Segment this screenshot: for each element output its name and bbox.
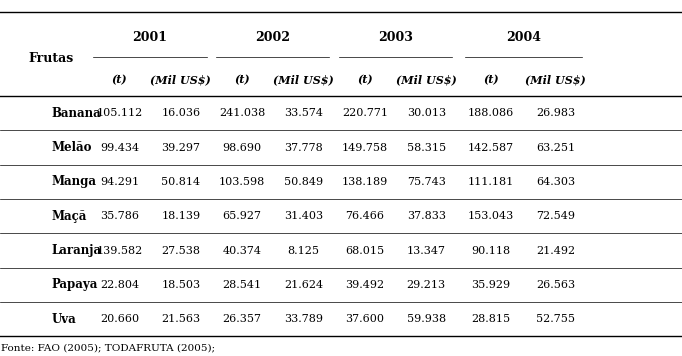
Text: 94.291: 94.291 — [100, 177, 139, 187]
Text: Fonte: FAO (2005); TODAFRUTA (2005);: Fonte: FAO (2005); TODAFRUTA (2005); — [1, 344, 216, 353]
Text: 63.251: 63.251 — [536, 143, 576, 153]
Text: 28.541: 28.541 — [222, 280, 262, 290]
Text: 8.125: 8.125 — [288, 246, 319, 256]
Text: 98.690: 98.690 — [222, 143, 262, 153]
Text: 52.755: 52.755 — [536, 314, 576, 324]
Text: 153.043: 153.043 — [468, 211, 514, 221]
Text: (Mil US$): (Mil US$) — [273, 75, 334, 85]
Text: Manga: Manga — [51, 176, 96, 188]
Text: 20.660: 20.660 — [100, 314, 139, 324]
Text: (t): (t) — [484, 75, 499, 85]
Text: 26.357: 26.357 — [222, 314, 262, 324]
Text: 13.347: 13.347 — [406, 246, 446, 256]
Text: 39.297: 39.297 — [161, 143, 201, 153]
Text: 18.139: 18.139 — [161, 211, 201, 221]
Text: 28.815: 28.815 — [471, 314, 511, 324]
Text: Frutas: Frutas — [29, 52, 74, 65]
Text: (t): (t) — [357, 75, 372, 85]
Text: 59.938: 59.938 — [406, 314, 446, 324]
Text: 26.563: 26.563 — [536, 280, 576, 290]
Text: Maçã: Maçã — [51, 210, 87, 223]
Text: (Mil US$): (Mil US$) — [150, 75, 211, 85]
Text: 39.492: 39.492 — [345, 280, 385, 290]
Text: 64.303: 64.303 — [536, 177, 576, 187]
Text: 22.804: 22.804 — [100, 280, 139, 290]
Text: 35.786: 35.786 — [100, 211, 139, 221]
Text: 33.789: 33.789 — [284, 314, 323, 324]
Text: 220.771: 220.771 — [342, 108, 388, 118]
Text: 35.929: 35.929 — [471, 280, 511, 290]
Text: 65.927: 65.927 — [222, 211, 262, 221]
Text: 149.758: 149.758 — [342, 143, 388, 153]
Text: 58.315: 58.315 — [406, 143, 446, 153]
Text: 76.466: 76.466 — [345, 211, 385, 221]
Text: 37.600: 37.600 — [345, 314, 385, 324]
Text: 103.598: 103.598 — [219, 177, 265, 187]
Text: 40.374: 40.374 — [222, 246, 262, 256]
Text: Banana: Banana — [51, 107, 101, 120]
Text: (t): (t) — [235, 75, 250, 85]
Text: Laranja: Laranja — [51, 244, 101, 257]
Text: Papaya: Papaya — [51, 278, 98, 292]
Text: Uva: Uva — [51, 313, 76, 326]
Text: 21.624: 21.624 — [284, 280, 323, 290]
Text: 99.434: 99.434 — [100, 143, 139, 153]
Text: (Mil US$): (Mil US$) — [396, 75, 457, 85]
Text: (t): (t) — [112, 75, 127, 85]
Text: 75.743: 75.743 — [406, 177, 446, 187]
Text: 50.849: 50.849 — [284, 177, 323, 187]
Text: 29.213: 29.213 — [406, 280, 446, 290]
Text: (Mil US$): (Mil US$) — [525, 75, 587, 85]
Text: 142.587: 142.587 — [468, 143, 514, 153]
Text: 37.833: 37.833 — [406, 211, 446, 221]
Text: 90.118: 90.118 — [471, 246, 511, 256]
Text: 68.015: 68.015 — [345, 246, 385, 256]
Text: 37.778: 37.778 — [284, 143, 323, 153]
Text: 18.503: 18.503 — [161, 280, 201, 290]
Text: 50.814: 50.814 — [161, 177, 201, 187]
Text: 241.038: 241.038 — [219, 108, 265, 118]
Text: Melão: Melão — [51, 141, 91, 154]
Text: 21.563: 21.563 — [161, 314, 201, 324]
Text: 139.582: 139.582 — [96, 246, 143, 256]
Text: 72.549: 72.549 — [536, 211, 576, 221]
Text: 21.492: 21.492 — [536, 246, 576, 256]
Text: 105.112: 105.112 — [96, 108, 143, 118]
Text: 33.574: 33.574 — [284, 108, 323, 118]
Text: 16.036: 16.036 — [161, 108, 201, 118]
Text: 2001: 2001 — [132, 31, 168, 44]
Text: 31.403: 31.403 — [284, 211, 323, 221]
Text: 138.189: 138.189 — [342, 177, 388, 187]
Text: 26.983: 26.983 — [536, 108, 576, 118]
Text: 30.013: 30.013 — [406, 108, 446, 118]
Text: 2004: 2004 — [506, 31, 541, 44]
Text: 27.538: 27.538 — [161, 246, 201, 256]
Text: 111.181: 111.181 — [468, 177, 514, 187]
Text: 2003: 2003 — [378, 31, 413, 44]
Text: 2002: 2002 — [255, 31, 291, 44]
Text: 188.086: 188.086 — [468, 108, 514, 118]
